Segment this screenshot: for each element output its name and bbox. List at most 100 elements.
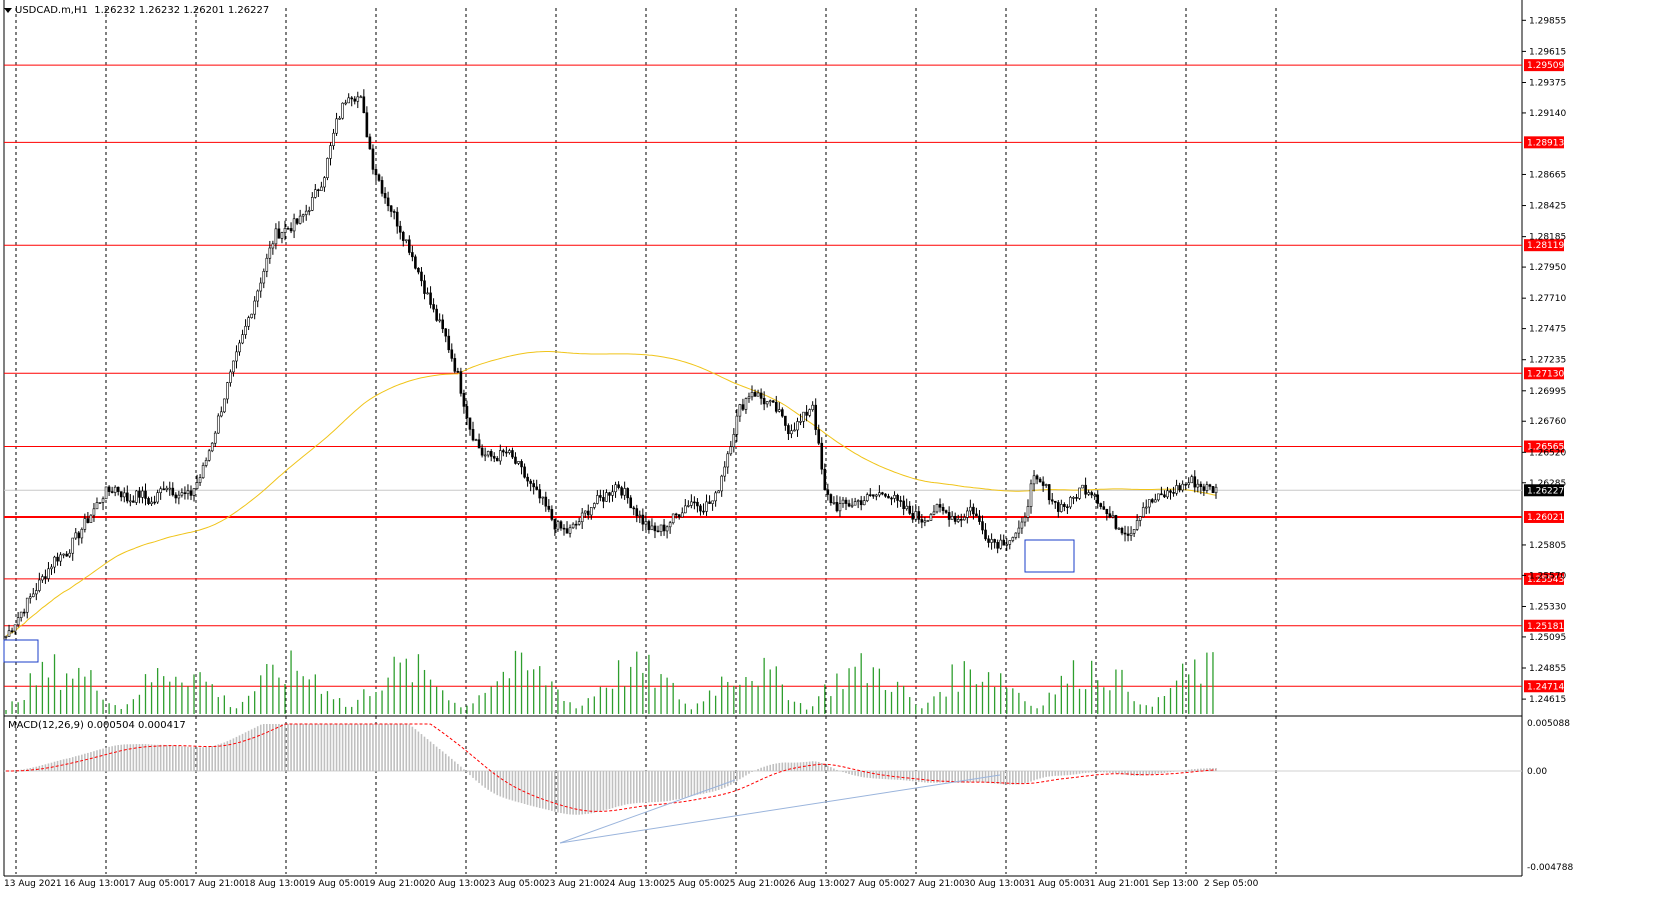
candle-body <box>1032 475 1036 485</box>
candle-body <box>1157 493 1160 501</box>
candle-body <box>671 513 675 524</box>
candle-body <box>717 490 720 494</box>
candle-body <box>220 411 223 417</box>
candle-body <box>693 501 696 504</box>
y-tick-label: 1.26760 <box>1529 417 1566 427</box>
candle-body <box>990 539 993 543</box>
macd-axis-label: -0.004788 <box>1527 863 1573 873</box>
candle-body <box>323 177 326 188</box>
candle-body <box>344 102 347 105</box>
candle-body <box>905 505 908 510</box>
candle-body <box>411 252 414 258</box>
candle-body <box>432 304 435 310</box>
candle-body <box>298 215 302 224</box>
candle-body <box>805 411 808 416</box>
highlight-box <box>3 639 39 663</box>
candle-body <box>811 404 814 410</box>
candle-body <box>771 400 775 403</box>
y-tick-label: 1.24615 <box>1529 695 1566 705</box>
candle-body <box>1111 515 1115 518</box>
candles[interactable] <box>4 89 1218 640</box>
candle-body <box>574 523 578 526</box>
candle-body <box>859 500 863 506</box>
candle-body <box>987 538 990 543</box>
candle-body <box>1141 507 1145 517</box>
candle-body <box>338 117 341 120</box>
candle-body <box>119 491 123 498</box>
candle-body <box>1199 483 1203 487</box>
candle-body <box>687 505 690 507</box>
candle-body <box>98 502 102 504</box>
candle-body <box>605 492 608 502</box>
candle-body <box>405 239 408 242</box>
candle-body <box>1190 476 1194 484</box>
candle-body <box>838 503 842 512</box>
candle-body <box>19 611 23 618</box>
candle-body <box>577 521 581 525</box>
candle-body <box>920 519 924 523</box>
candle-body <box>4 636 8 638</box>
current-price-tag <box>1524 484 1564 497</box>
candle-body <box>495 457 499 462</box>
macd-trendline <box>559 779 736 844</box>
candle-body <box>277 228 281 239</box>
candle-body <box>480 447 484 456</box>
candle-body <box>122 492 126 498</box>
candle-body <box>953 516 957 522</box>
candle-body <box>1041 481 1045 486</box>
x-tick-label: 17 Aug 05:00 <box>124 879 185 889</box>
candle-body <box>1144 506 1148 509</box>
dropdown-arrow-icon[interactable] <box>4 7 12 13</box>
candle-body <box>1053 500 1057 503</box>
candle-body <box>608 492 611 496</box>
candle-body <box>86 518 90 523</box>
candle-body <box>126 492 129 502</box>
candle-body <box>778 409 781 412</box>
candle-body <box>65 553 68 557</box>
y-tick-label: 1.29140 <box>1529 109 1566 119</box>
x-tick-label: 25 Aug 05:00 <box>664 879 725 889</box>
candle-body <box>599 495 602 498</box>
level-lines[interactable]: 1.29509 1.28913 1.28119 1.27130 1.26565 1.260… <box>4 59 1564 693</box>
candle-body <box>529 480 532 484</box>
y-tick-label: 1.28665 <box>1529 170 1566 180</box>
candle-body <box>520 461 523 468</box>
y-tick-label: 1.29855 <box>1529 16 1566 26</box>
candle-body <box>226 382 229 400</box>
candle-body <box>532 483 535 488</box>
candle-body <box>978 515 981 522</box>
candle-body <box>1196 483 1200 488</box>
highlight-boxes[interactable] <box>3 539 1075 663</box>
candle-body <box>1120 527 1124 534</box>
candle-body <box>505 451 508 454</box>
price-level-label: 1.24714 <box>1527 682 1564 692</box>
candle-body <box>444 328 448 337</box>
current-price-label: 1.26227 <box>1527 486 1564 496</box>
price-level-label: 1.29509 <box>1527 61 1564 71</box>
candle-body <box>972 506 975 515</box>
y-tick-label: 1.25330 <box>1529 602 1566 612</box>
candle-body <box>1057 502 1060 512</box>
candle-body <box>559 521 563 529</box>
candle-body <box>623 488 626 496</box>
chart-title[interactable]: USDCAD.m,H1 1.26232 1.26232 1.26201 1.26… <box>4 5 269 16</box>
candle-body <box>113 486 117 493</box>
candle-body <box>535 486 539 490</box>
candle-body <box>59 554 62 562</box>
candle-body <box>829 494 833 504</box>
y-tick-label: 1.28425 <box>1529 202 1566 212</box>
candle-body <box>1166 490 1169 498</box>
candle-body <box>374 169 378 176</box>
candle-body <box>471 429 475 441</box>
candle-body <box>268 247 272 259</box>
candle-body <box>104 486 108 500</box>
y-tick-label: 1.25805 <box>1529 541 1566 551</box>
candle-body <box>25 597 29 613</box>
candle-body <box>41 576 44 581</box>
candle-body <box>44 576 47 579</box>
y-tick-label: 1.26995 <box>1529 387 1566 397</box>
candle-body <box>401 231 405 241</box>
candle-body <box>147 498 150 505</box>
